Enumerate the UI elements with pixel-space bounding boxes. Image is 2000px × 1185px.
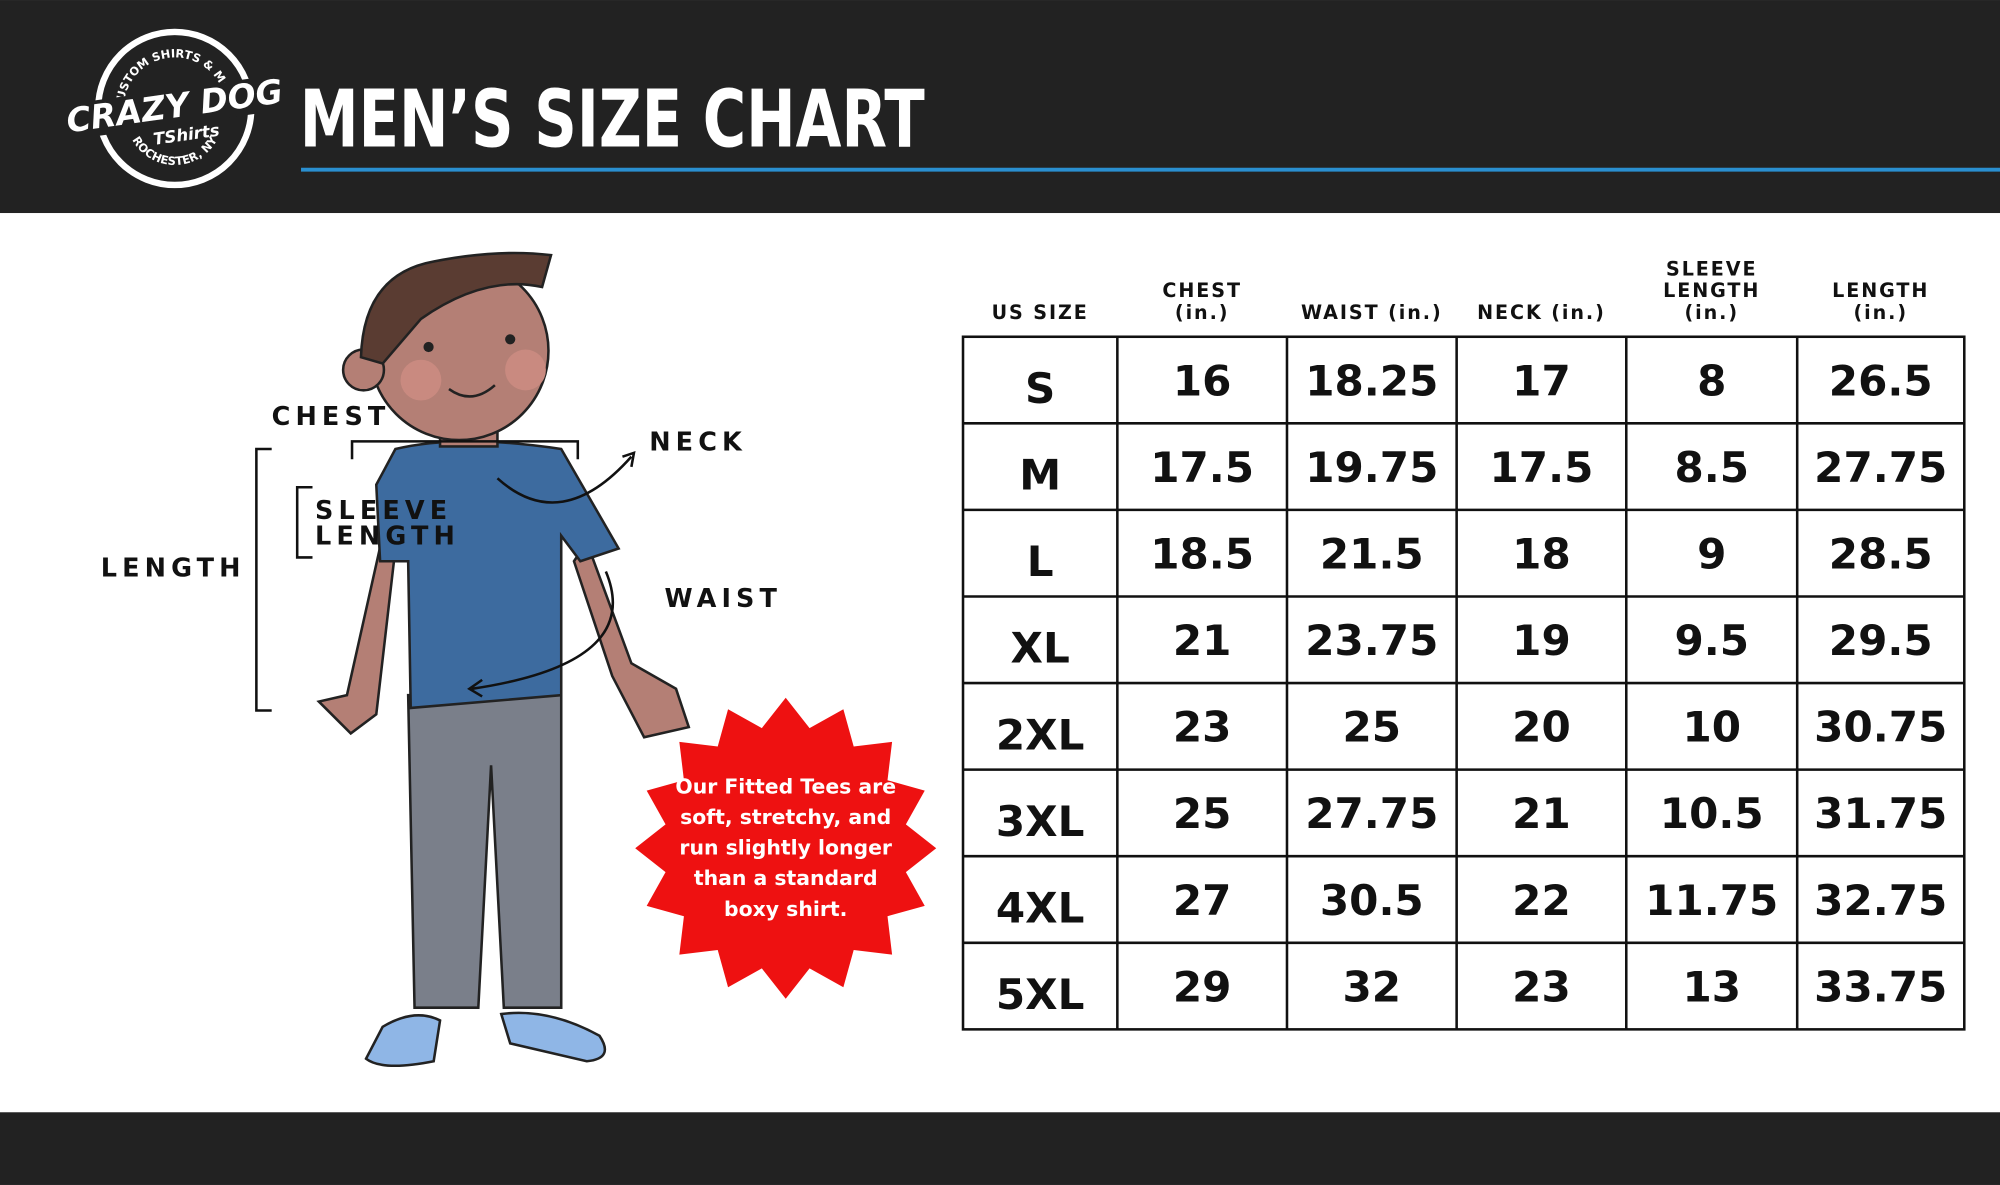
neck-label: NECK	[649, 427, 747, 457]
badge-text: than a standard	[694, 866, 878, 890]
value-cell: 21.5	[1320, 530, 1424, 579]
column-header: (in.)	[1853, 301, 1907, 324]
size-cell: 2XL	[996, 710, 1085, 759]
value-cell: 26.5	[1829, 356, 1933, 405]
value-cell: 9.5	[1674, 616, 1749, 665]
value-cell: 30.5	[1320, 876, 1424, 925]
size-cell: L	[1027, 537, 1054, 586]
value-cell: 18	[1512, 530, 1571, 579]
value-cell: 23	[1512, 962, 1571, 1011]
value-cell: 10.5	[1660, 789, 1764, 838]
value-cell: 23	[1173, 703, 1232, 752]
size-cell: S	[1025, 364, 1055, 413]
value-cell: 25	[1173, 789, 1232, 838]
column-header: LENGTH	[1832, 279, 1929, 302]
value-cell: 16	[1173, 356, 1232, 405]
value-cell: 27	[1173, 876, 1232, 925]
value-cell: 19	[1512, 616, 1571, 665]
size-cell: M	[1019, 451, 1061, 500]
value-cell: 31.75	[1814, 789, 1947, 838]
badge-text: soft, stretchy, and	[680, 805, 891, 829]
column-header: SLEEVE	[1666, 258, 1757, 281]
column-header: (in.)	[1684, 301, 1738, 324]
value-cell: 17	[1512, 356, 1571, 405]
value-cell: 8.5	[1674, 443, 1749, 492]
badge-text: Our Fitted Tees are	[675, 774, 896, 798]
value-cell: 11.75	[1645, 876, 1778, 925]
value-cell: 20	[1512, 703, 1571, 752]
value-cell: 30.75	[1814, 703, 1947, 752]
value-cell: 17.5	[1490, 443, 1594, 492]
value-cell: 18.5	[1150, 530, 1254, 579]
waist-label: WAIST	[665, 584, 782, 614]
value-cell: 21	[1512, 789, 1571, 838]
footer-bar	[0, 1112, 2000, 1185]
column-header: (in.)	[1175, 301, 1229, 324]
value-cell: 29.5	[1829, 616, 1933, 665]
value-cell: 27.75	[1305, 789, 1438, 838]
sleeve-label: LENGTH	[315, 522, 460, 552]
value-cell: 17.5	[1150, 443, 1254, 492]
badge-text: boxy shirt.	[724, 897, 847, 921]
value-cell: 19.75	[1305, 443, 1438, 492]
length-label: LENGTH	[101, 554, 246, 584]
value-cell: 25	[1343, 703, 1402, 752]
column-header: CHEST	[1162, 279, 1242, 302]
sleeve-label: SLEEVE	[315, 496, 452, 526]
size-cell: 5XL	[996, 970, 1085, 1019]
column-header: NECK (in.)	[1477, 301, 1606, 324]
value-cell: 9	[1697, 530, 1726, 579]
value-cell: 22	[1512, 876, 1571, 925]
size-cell: 3XL	[996, 797, 1085, 846]
header-bar	[0, 0, 2000, 214]
value-cell: 33.75	[1814, 962, 1947, 1011]
column-header: WAIST (in.)	[1301, 301, 1443, 324]
column-header: US SIZE	[992, 301, 1089, 324]
size-cell: XL	[1011, 624, 1070, 673]
title: MEN’S SIZE CHART	[300, 74, 925, 166]
badge	[635, 697, 937, 999]
value-cell: 23.75	[1305, 616, 1438, 665]
column-header: LENGTH	[1663, 279, 1760, 302]
value-cell: 18.25	[1305, 356, 1438, 405]
value-cell: 29	[1173, 962, 1232, 1011]
value-cell: 13	[1682, 962, 1741, 1011]
value-cell: 32	[1343, 962, 1402, 1011]
size-cell: 4XL	[996, 883, 1085, 932]
value-cell: 8	[1697, 356, 1726, 405]
chest-label: CHEST	[272, 402, 391, 432]
value-cell: 21	[1173, 616, 1232, 665]
value-cell: 32.75	[1814, 876, 1947, 925]
value-cell: 28.5	[1829, 530, 1933, 579]
value-cell: 27.75	[1814, 443, 1947, 492]
value-cell: 10	[1682, 703, 1741, 752]
badge-text: run slightly longer	[679, 836, 892, 860]
character: CHEST NECK SLEEVE LENGTH LENGTH WAIST	[101, 251, 782, 1068]
